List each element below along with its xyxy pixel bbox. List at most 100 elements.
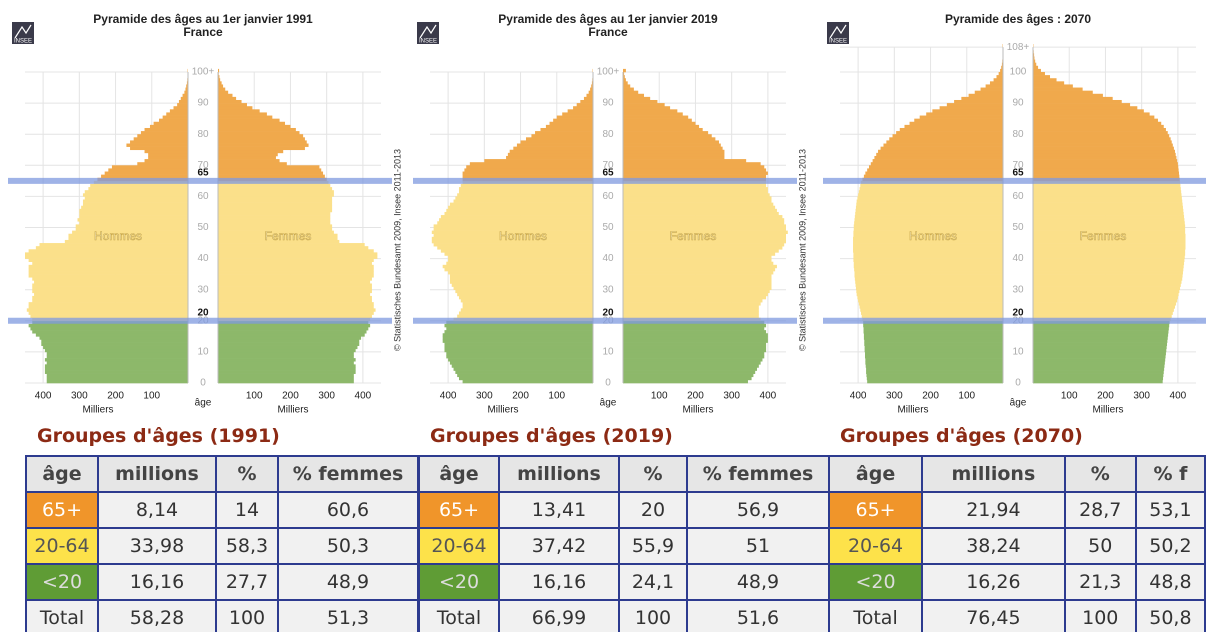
group-table: âge millions%% femmes 65+ 8,14 14 60,6 20-64 33… xyxy=(25,455,419,632)
bar xyxy=(623,112,683,116)
bar xyxy=(218,246,369,250)
bar xyxy=(218,342,360,346)
bar xyxy=(166,112,188,116)
bar xyxy=(144,159,188,163)
bar xyxy=(218,286,372,290)
bar xyxy=(1033,227,1186,231)
y-tick-label: 30 xyxy=(602,284,614,295)
bar xyxy=(870,162,1003,166)
bar xyxy=(899,127,1003,132)
table-cell: 16,16 xyxy=(498,563,620,601)
bar xyxy=(458,187,593,191)
bar xyxy=(1033,131,1168,135)
bar xyxy=(861,311,1003,315)
bar xyxy=(218,90,229,95)
header-row: âge millions%% f xyxy=(827,455,1206,493)
bar xyxy=(974,90,1003,95)
bar xyxy=(442,336,593,340)
bar xyxy=(186,84,188,88)
bar xyxy=(1033,236,1186,241)
bar xyxy=(1033,149,1175,154)
bar xyxy=(623,174,767,179)
bar xyxy=(853,233,1003,238)
bar xyxy=(859,305,1003,309)
bar xyxy=(623,162,761,166)
bar xyxy=(623,333,768,337)
bar xyxy=(853,264,1003,269)
x-tick-label: 100 xyxy=(651,391,668,402)
bar xyxy=(919,115,1003,119)
bar xyxy=(864,348,1003,353)
bar xyxy=(863,333,1003,337)
bar xyxy=(540,127,593,132)
bar xyxy=(535,131,593,135)
bar xyxy=(623,230,788,235)
bar xyxy=(623,348,767,353)
bar xyxy=(623,355,765,359)
bar xyxy=(148,152,188,157)
bar xyxy=(623,224,786,228)
bar xyxy=(448,358,593,362)
bar xyxy=(75,224,188,228)
y-tick-label: 30 xyxy=(1012,284,1024,295)
table-row: 20-64 37,42 55,9 51 xyxy=(418,527,830,565)
bar xyxy=(457,292,593,297)
bar xyxy=(623,289,770,294)
bar xyxy=(623,87,634,91)
bar xyxy=(623,159,747,163)
y-tick-label: 50 xyxy=(602,222,614,233)
bar xyxy=(556,115,593,119)
bar xyxy=(872,159,1003,163)
x-tick-label: 300 xyxy=(1133,391,1150,402)
bar xyxy=(218,289,372,294)
y-tick-label: 108+ xyxy=(1007,42,1030,53)
bar xyxy=(866,367,1003,371)
bar xyxy=(1033,124,1164,129)
bar xyxy=(439,218,593,222)
group-label: 20 xyxy=(1012,307,1024,318)
bar xyxy=(1033,239,1186,244)
bar xyxy=(878,149,1003,154)
table-cell: 13,41 xyxy=(498,491,620,529)
bar xyxy=(583,96,593,101)
bar xyxy=(32,283,188,287)
table-cell: 50,2 xyxy=(1134,527,1206,565)
bar xyxy=(218,68,220,73)
bar xyxy=(28,249,188,253)
bar xyxy=(39,336,188,340)
table-cell: 53,1 xyxy=(1134,491,1206,529)
table-row: Total 58,28 100 51,3 xyxy=(25,599,419,632)
bar xyxy=(218,348,356,353)
bar xyxy=(1033,355,1166,359)
bar xyxy=(32,289,188,294)
bar xyxy=(1033,330,1169,334)
table-cell: 48,9 xyxy=(686,563,830,601)
bar xyxy=(1033,121,1162,126)
bar xyxy=(444,211,593,216)
bar xyxy=(218,264,374,269)
logo-box xyxy=(827,22,849,44)
bar xyxy=(1033,327,1169,331)
bar xyxy=(442,333,593,337)
x-axis-label: Milliers xyxy=(1092,405,1123,416)
bar xyxy=(1033,183,1181,188)
bar xyxy=(853,227,1003,231)
x-tick-label: 100 xyxy=(246,391,263,402)
bar xyxy=(1033,348,1167,353)
bar xyxy=(444,330,593,334)
bar xyxy=(464,168,593,172)
bar xyxy=(1033,258,1185,263)
bar xyxy=(218,252,378,256)
bar xyxy=(39,243,188,247)
bar xyxy=(26,308,188,312)
bar xyxy=(126,143,188,147)
bar xyxy=(1033,364,1165,368)
header-cell: % xyxy=(215,455,279,493)
bar xyxy=(218,333,365,337)
bar xyxy=(218,171,324,175)
bar xyxy=(1033,295,1178,300)
bar xyxy=(1033,115,1155,119)
bar xyxy=(446,208,593,213)
bar xyxy=(1033,283,1181,287)
bar xyxy=(863,323,1003,328)
